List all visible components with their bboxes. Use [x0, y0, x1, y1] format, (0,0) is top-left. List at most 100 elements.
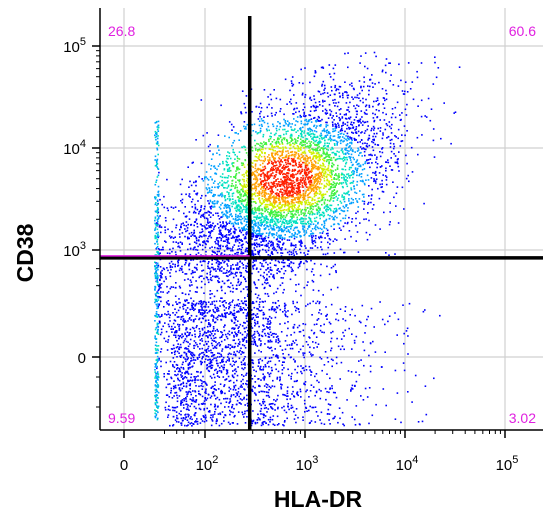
density-dot: [210, 164, 213, 167]
density-dot: [335, 89, 337, 92]
density-dot: [354, 167, 357, 169]
density-dot: [346, 152, 349, 154]
density-dot: [241, 198, 244, 201]
density-dot: [366, 113, 368, 115]
density-dot: [270, 227, 272, 229]
density-dot: [296, 184, 299, 187]
density-dot: [332, 184, 335, 186]
density-dot: [364, 121, 367, 123]
density-dot: [341, 177, 343, 179]
density-dot: [258, 190, 260, 193]
density-dot: [314, 181, 317, 183]
density-dot: [277, 181, 280, 183]
density-dot: [241, 178, 244, 181]
density-dot: [281, 216, 284, 219]
density-dot: [286, 213, 288, 216]
density-dot: [283, 164, 285, 167]
density-dot: [293, 254, 295, 256]
density-dot: [160, 226, 162, 228]
density-dot: [298, 150, 300, 152]
density-dot: [325, 136, 327, 138]
density-dot: [354, 139, 356, 141]
density-dot: [313, 117, 315, 119]
density-dot: [310, 230, 312, 232]
density-dot: [358, 174, 360, 177]
density-dot: [416, 136, 419, 139]
density-dot: [275, 195, 277, 198]
density-dot: [345, 135, 347, 137]
density-dot: [170, 236, 173, 238]
density-dot: [302, 136, 304, 139]
density-dot: [232, 218, 235, 220]
density-dot: [310, 171, 312, 173]
density-dot: [317, 152, 320, 154]
density-dot: [174, 295, 177, 297]
density-dot: [315, 150, 317, 152]
density-dot: [265, 174, 267, 177]
density-dot: [271, 221, 273, 223]
density-dot: [188, 232, 191, 235]
density-dot: [270, 162, 273, 165]
density-dot: [309, 97, 311, 100]
density-dot: [327, 149, 330, 151]
density-dot: [283, 168, 285, 171]
density-dot: [315, 106, 318, 108]
density-dot: [293, 234, 295, 236]
density-dot: [234, 202, 237, 205]
density-dot: [225, 275, 228, 277]
density-dot: [209, 224, 212, 226]
density-dot: [274, 146, 276, 148]
density-dot: [352, 87, 355, 90]
density-dot: [162, 248, 164, 251]
density-dot: [355, 126, 358, 128]
density-dot: [355, 192, 358, 194]
density-dot: [297, 129, 299, 132]
density-dot: [354, 168, 357, 170]
density-dot: [259, 142, 262, 144]
density-dot: [234, 158, 236, 160]
density-dot: [327, 145, 329, 148]
density-dot: [212, 310, 215, 313]
density-dot: [305, 174, 307, 176]
density-dot: [268, 228, 270, 231]
density-dot: [188, 268, 191, 271]
density-dot: [368, 154, 370, 156]
density-dot: [243, 145, 245, 148]
density-dot: [298, 230, 300, 233]
density-dot: [334, 211, 337, 213]
density-dot: [324, 166, 326, 168]
density-dot: [368, 185, 370, 187]
density-dot: [300, 239, 302, 242]
density-dot: [386, 137, 388, 139]
density-dot: [383, 107, 386, 109]
density-dot: [223, 268, 225, 270]
density-dot: [323, 159, 325, 162]
density-dot: [243, 180, 245, 183]
density-dot: [346, 222, 349, 225]
density-dot: [244, 236, 247, 238]
density-dot: [359, 180, 362, 182]
density-dot: [263, 287, 266, 290]
density-dot: [300, 218, 302, 220]
density-dot: [272, 167, 274, 170]
density-dot: [296, 191, 299, 194]
density-dot: [251, 207, 254, 210]
density-dot: [236, 236, 239, 238]
density-dot: [285, 204, 287, 207]
density-dot: [291, 82, 293, 85]
density-dot: [233, 151, 236, 154]
density-dot: [193, 229, 195, 232]
density-dot: [323, 91, 326, 94]
density-dot: [279, 150, 282, 153]
density-dot: [226, 279, 229, 282]
density-dot: [384, 175, 387, 177]
density-dot: [241, 200, 243, 203]
density-dot: [281, 230, 283, 233]
density-dot: [305, 171, 307, 174]
density-dot: [233, 236, 235, 239]
density-dot: [291, 210, 293, 213]
density-dot: [310, 190, 313, 193]
density-dot: [264, 179, 266, 182]
density-dot: [226, 239, 229, 241]
density-dot: [350, 201, 353, 204]
